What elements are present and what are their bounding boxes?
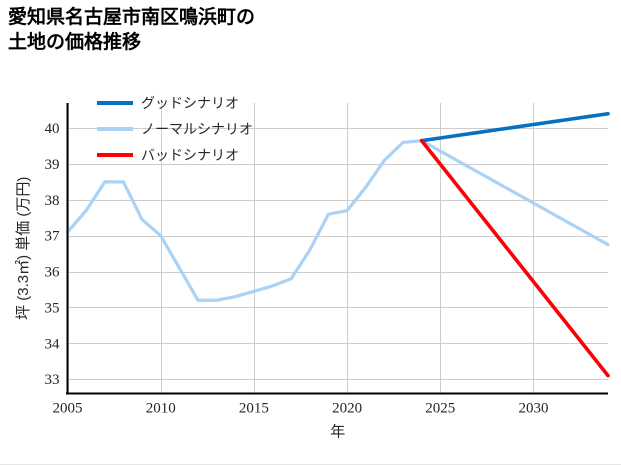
x-tick-label: 2030	[518, 401, 548, 417]
series-line-バッドシナリオ	[419, 138, 610, 378]
y-tick-label: 39	[45, 157, 60, 173]
legend-label-2: ノーマルシナリオ	[141, 121, 253, 137]
y-tick-label: 36	[45, 265, 61, 281]
gridlines	[67, 103, 608, 394]
y-tick-label: 35	[45, 300, 60, 316]
x-tick-label: 2020	[332, 401, 362, 417]
series-group	[65, 111, 610, 378]
axis-lines	[66, 103, 608, 395]
legend-label-3: バッドシナリオ	[141, 147, 239, 163]
series-line-グッドシナリオ	[419, 111, 610, 143]
x-tick-label: 2025	[425, 401, 455, 417]
y-tick-label: 38	[45, 193, 60, 209]
legend-label-1: グッドシナリオ	[141, 95, 239, 111]
y-axis-title: 坪 (3.3㎡) 単価 (万円)	[15, 177, 32, 320]
axis-titles: 年 坪 (3.3㎡) 単価 (万円)	[15, 177, 345, 441]
x-tick-label: 2005	[53, 401, 83, 417]
x-tick-label: 2015	[239, 401, 269, 417]
page-title: 愛知県名古屋市南区鳴浜町の 土地の価格推移	[8, 7, 256, 53]
series-line-ノーマルシナリオ	[65, 139, 610, 302]
x-axis-title: 年	[330, 424, 345, 441]
tick-labels: 33 34 35 36 37 38 39 40 2005 2010 2015 2020 2025 2030	[45, 121, 549, 416]
x-tick-label: 2010	[146, 401, 176, 417]
y-tick-label: 33	[45, 372, 60, 388]
y-tick-label: 37	[45, 229, 61, 245]
y-tick-label: 40	[45, 121, 60, 137]
y-tick-label: 34	[45, 336, 61, 352]
